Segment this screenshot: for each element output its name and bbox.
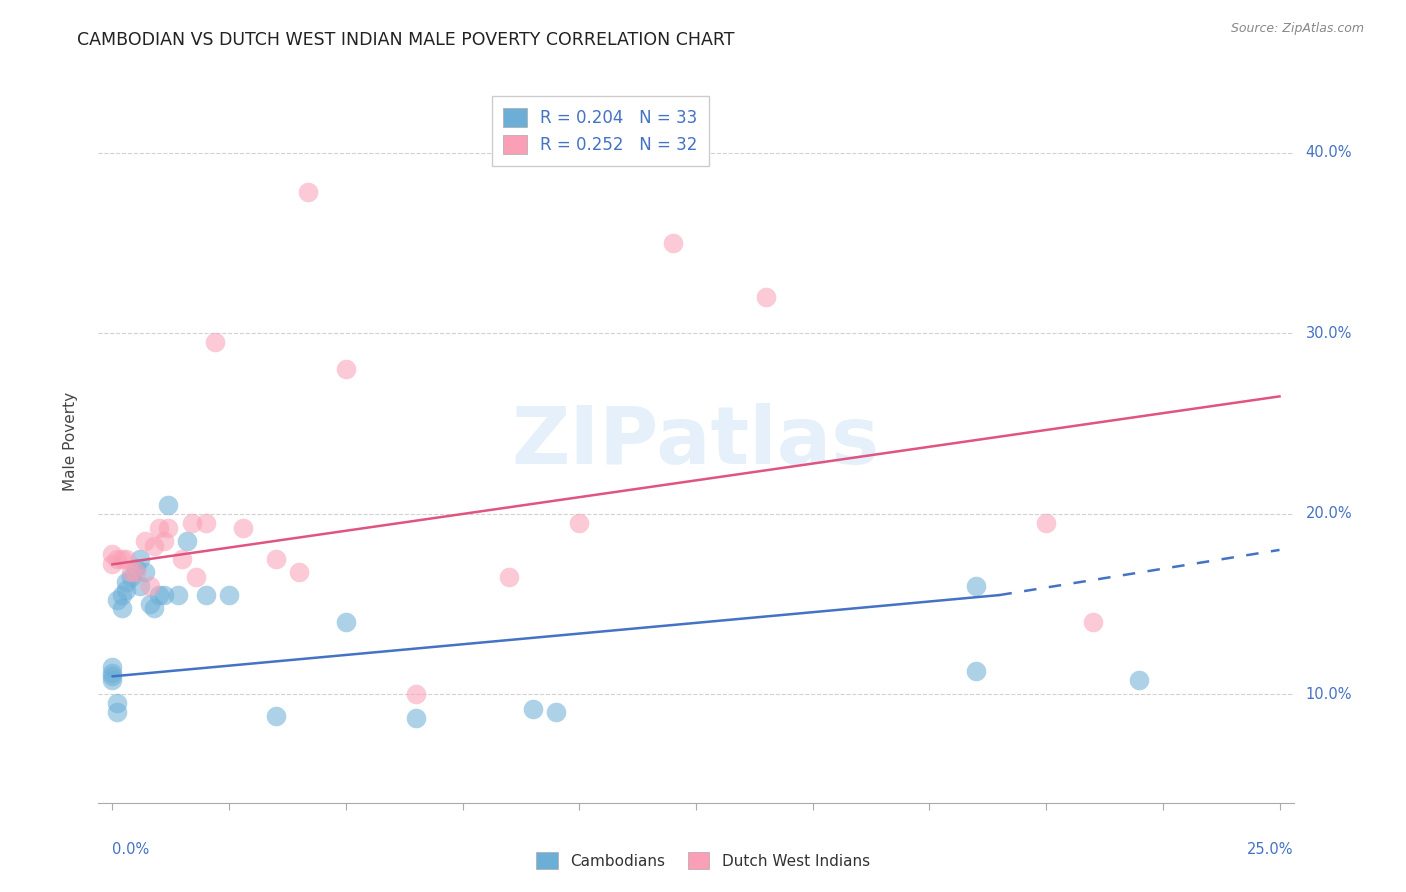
Point: [101, 665, 124, 680]
Point: [335, 362, 357, 376]
Point: [101, 558, 124, 572]
Point: [335, 615, 357, 630]
Point: [120, 570, 142, 584]
Point: [661, 235, 683, 250]
Point: [125, 561, 148, 575]
Point: [1128, 673, 1150, 687]
Point: [139, 597, 162, 611]
Point: [111, 588, 134, 602]
Text: CAMBODIAN VS DUTCH WEST INDIAN MALE POVERTY CORRELATION CHART: CAMBODIAN VS DUTCH WEST INDIAN MALE POVE…: [77, 31, 735, 49]
Point: [125, 565, 148, 579]
Point: [204, 335, 226, 350]
Point: [186, 570, 208, 584]
Point: [111, 600, 134, 615]
Legend: R = 0.204   N = 33, R = 0.252   N = 32: R = 0.204 N = 33, R = 0.252 N = 32: [492, 95, 709, 166]
Point: [172, 552, 194, 566]
Point: [105, 706, 128, 720]
Text: Source: ZipAtlas.com: Source: ZipAtlas.com: [1230, 22, 1364, 36]
Point: [134, 533, 156, 548]
Point: [129, 552, 152, 566]
Point: [152, 533, 174, 548]
Point: [405, 687, 427, 701]
Point: [134, 565, 156, 579]
Point: [522, 702, 544, 716]
Point: [544, 706, 567, 720]
Point: [105, 552, 128, 566]
Text: 40.0%: 40.0%: [1306, 145, 1353, 160]
Point: [105, 697, 128, 711]
Point: [194, 516, 217, 530]
Text: ZIPatlas: ZIPatlas: [512, 402, 880, 481]
Point: [568, 516, 591, 530]
Point: [965, 579, 987, 593]
Point: [264, 552, 287, 566]
Point: [180, 516, 202, 530]
Point: [297, 186, 319, 200]
Point: [965, 664, 987, 678]
Point: [120, 565, 142, 579]
Point: [755, 290, 778, 304]
Point: [148, 521, 170, 535]
Point: [101, 660, 124, 674]
Point: [115, 552, 138, 566]
Point: [405, 711, 427, 725]
Point: [232, 521, 254, 535]
Point: [115, 582, 138, 597]
Text: 25.0%: 25.0%: [1247, 842, 1294, 856]
Point: [166, 588, 188, 602]
Point: [148, 588, 170, 602]
Point: [176, 533, 198, 548]
Text: 20.0%: 20.0%: [1306, 507, 1353, 521]
Point: [1035, 516, 1057, 530]
Point: [143, 539, 166, 553]
Point: [105, 593, 128, 607]
Point: [157, 521, 180, 535]
Point: [115, 575, 138, 590]
Point: [157, 498, 180, 512]
Point: [143, 600, 166, 615]
Text: 10.0%: 10.0%: [1306, 687, 1353, 702]
Point: [101, 669, 124, 683]
Point: [264, 709, 287, 723]
Point: [101, 673, 124, 687]
Point: [139, 579, 162, 593]
Point: [101, 547, 124, 561]
Point: [288, 565, 311, 579]
Legend: Cambodians, Dutch West Indians: Cambodians, Dutch West Indians: [530, 846, 876, 875]
Point: [218, 588, 240, 602]
Text: 30.0%: 30.0%: [1306, 326, 1351, 341]
Point: [498, 570, 520, 584]
Y-axis label: Male Poverty: Male Poverty: [63, 392, 77, 491]
Point: [129, 579, 152, 593]
Point: [194, 588, 217, 602]
Point: [152, 588, 174, 602]
Point: [1081, 615, 1104, 630]
Point: [111, 552, 134, 566]
Text: 0.0%: 0.0%: [112, 842, 149, 856]
